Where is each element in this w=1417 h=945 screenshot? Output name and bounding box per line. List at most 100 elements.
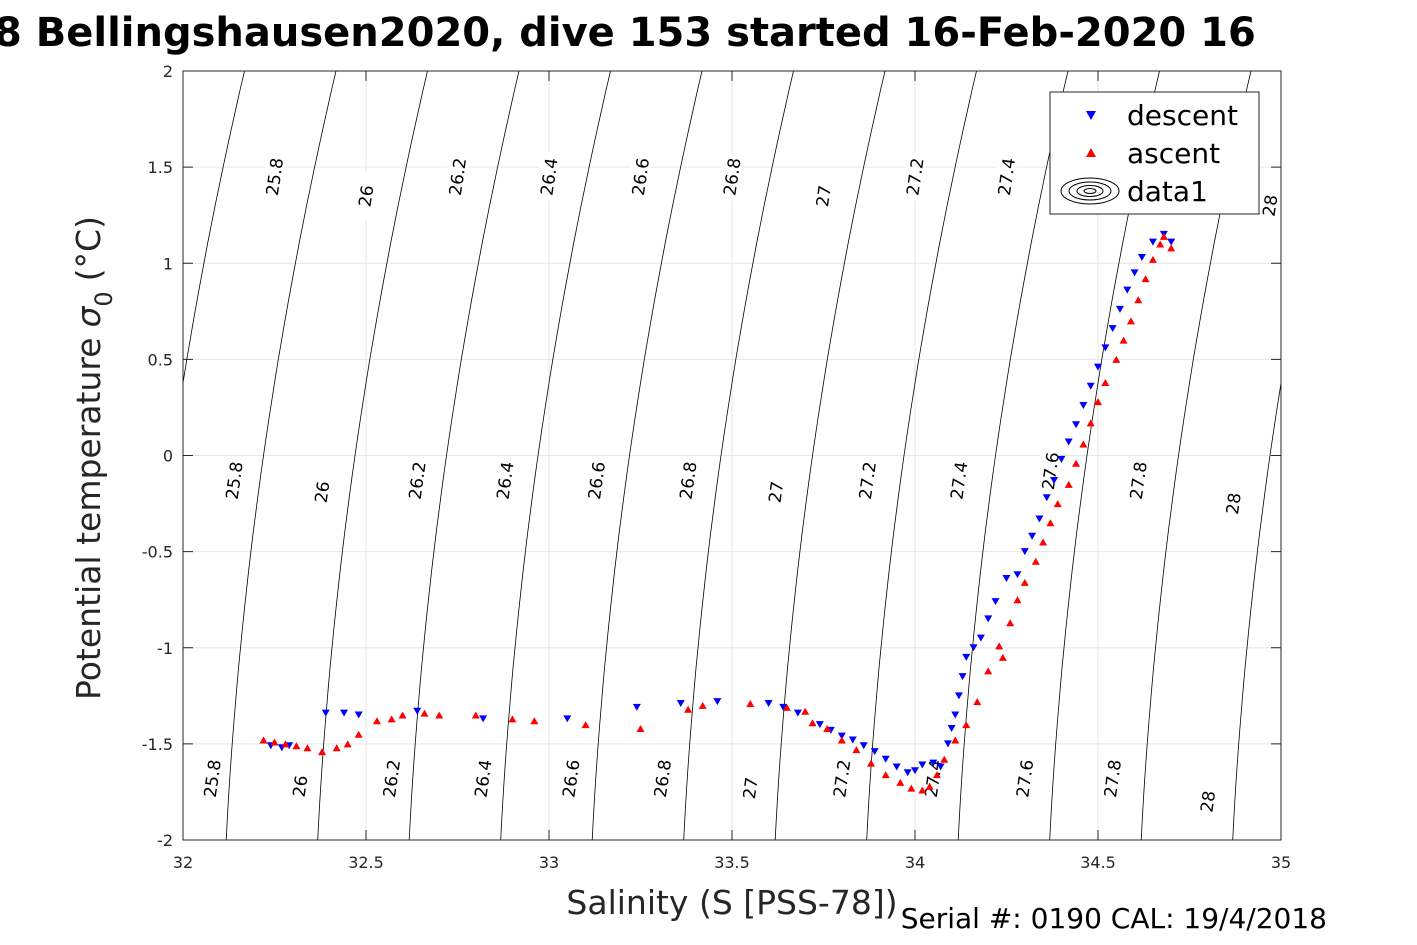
isopycnal-label-bg [312, 468, 333, 517]
ascent-point [951, 736, 960, 744]
isopycnal-label-bg [539, 152, 559, 201]
descent-point [870, 748, 879, 756]
ascent-point [259, 736, 268, 744]
descent-point [676, 700, 685, 708]
descent-point [1020, 548, 1029, 556]
x-tick-label: 34 [905, 853, 925, 872]
ascent-point [1031, 557, 1040, 565]
isopycnal-line [183, 71, 245, 386]
ascent-point [508, 715, 517, 723]
ascent-point [1167, 244, 1176, 252]
ascent-point [292, 742, 301, 750]
isopycnal-label-bg [290, 762, 311, 811]
ascent-point [1064, 480, 1073, 488]
data-series [259, 230, 1176, 794]
ascent-point [1072, 459, 1081, 467]
chart-title: 8 Bellingshausen2020, dive 153 started 1… [0, 10, 1256, 56]
ascent-point [1119, 336, 1128, 344]
ascent-point [998, 653, 1007, 661]
ascent-point [1039, 538, 1048, 546]
descent-point [1079, 402, 1088, 410]
ascent-point [907, 784, 916, 792]
axis-ticks: 32 32.5 33 33.5 34 34.5 35 -2 -1.5 -1 -0.5 0 0.5 1 1.5… [142, 62, 1291, 872]
isopycnal-label-bg [1197, 777, 1218, 826]
x-tick-label: 33.5 [714, 853, 750, 872]
legend-box [1049, 91, 1260, 215]
descent-point [969, 644, 978, 652]
y-axis-label-unit: (°C) [69, 216, 108, 281]
isopycnal-label-bg [1014, 754, 1035, 803]
isopycnal-label-bg [1040, 446, 1061, 495]
ascent-point [1006, 619, 1015, 627]
isopycnal-line [500, 71, 611, 840]
ascent-point [1134, 296, 1143, 304]
descent-point [1115, 305, 1124, 313]
isopycnal-label: 26 [312, 480, 335, 504]
isopycnal-label-bg [678, 456, 699, 505]
isopycnal-label-bg [948, 456, 969, 505]
ascent-point [420, 709, 429, 717]
descent-point [1167, 238, 1176, 246]
isopycnal-label-bg [813, 171, 834, 220]
isopycnal-label: 26 [290, 774, 313, 798]
ascent-point [746, 700, 755, 708]
ascent-point [973, 698, 982, 706]
isopycnal-label: 28 [1223, 492, 1246, 516]
x-tick-label: 34.5 [1080, 853, 1116, 872]
ascent-point [1156, 240, 1165, 248]
isopycnal-label: 27 [813, 184, 836, 208]
descent-point [848, 736, 857, 744]
ascent-point [867, 759, 876, 767]
x-tick-label: 32.5 [348, 853, 384, 872]
descent-point [1057, 455, 1066, 463]
isopycnal-label-bg [630, 152, 651, 201]
descent-point [954, 692, 963, 700]
descent-point [340, 709, 349, 717]
isopycnal-label-bg [224, 456, 245, 505]
legend: descent ascent data1 [1049, 91, 1260, 215]
descent-point [793, 709, 802, 717]
ascent-point [387, 715, 396, 723]
isopycnal-line [683, 71, 794, 840]
descent-point [713, 698, 722, 706]
isopycnal-label-bg [831, 754, 852, 803]
ascent-point [343, 740, 352, 748]
ascent-point [698, 701, 707, 709]
isopycnal-label-bg [495, 456, 516, 505]
descent-point [632, 703, 641, 711]
y-axis-label-symbol: σ [69, 306, 108, 328]
descent-point [1064, 438, 1073, 446]
isopycnal-label-bg [923, 754, 944, 803]
descent-point [1002, 575, 1011, 583]
isopycnal-label-bg [202, 754, 223, 803]
ascent-point [940, 755, 949, 763]
ascent-point [1053, 500, 1062, 508]
descent-point [911, 767, 919, 775]
ascent-point [881, 771, 890, 779]
descent-point [929, 759, 938, 767]
ascent-point [1046, 519, 1055, 527]
descent-point [976, 634, 985, 642]
ascent-point [1141, 275, 1150, 283]
descent-point [892, 763, 901, 771]
ascent-point [372, 717, 381, 725]
legend-ascent-label: ascent [1127, 137, 1220, 170]
ascent-point [636, 724, 645, 732]
legend-descent-label: descent [1127, 99, 1238, 132]
y-tick-label: 1 [163, 254, 173, 273]
descent-point [947, 724, 956, 732]
isopycnal-label: 27 [765, 480, 788, 504]
descent-point [779, 703, 788, 711]
y-axis-label: Potential temperature σ0 (°C) [69, 216, 118, 700]
y-tick-label: -1.5 [142, 735, 173, 754]
y-tick-label: -0.5 [142, 543, 173, 562]
descent-point [1108, 325, 1117, 333]
isopycnal-line [591, 71, 703, 840]
legend-data1-contour-icon [1060, 177, 1120, 205]
y-tick-label: 0 [163, 447, 173, 466]
descent-point [1130, 269, 1139, 277]
ascent-point [932, 771, 941, 779]
legend-ascent-marker [1086, 148, 1096, 157]
x-tick-label: 35 [1271, 853, 1291, 872]
descent-point [859, 742, 868, 750]
